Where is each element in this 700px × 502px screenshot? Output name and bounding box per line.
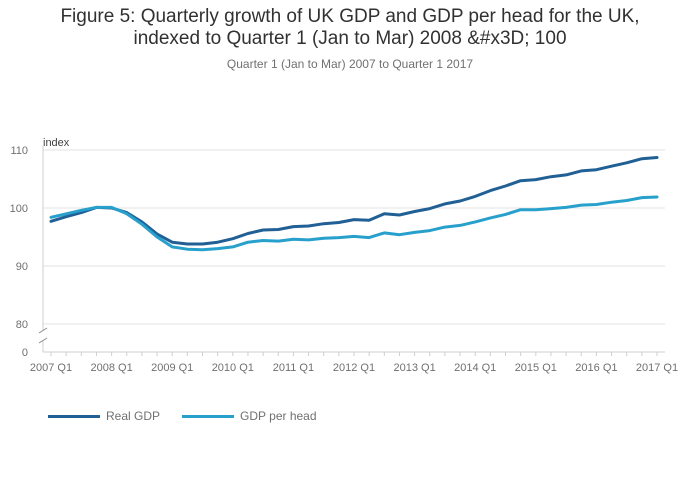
x-tick-label: 2017 Q1	[636, 362, 678, 374]
y-tick-label: 90	[16, 261, 28, 273]
legend-swatch-gdp-per-head	[182, 414, 235, 418]
x-tick-label: 2007 Q1	[30, 362, 72, 374]
x-tick-label: 2010 Q1	[212, 362, 254, 374]
x-tick-label: 2008 Q1	[90, 362, 132, 374]
chart-title: Figure 5: Quarterly growth of UK GDP and…	[0, 6, 700, 50]
series-line-real-gdp[interactable]	[49, 156, 659, 246]
gridlines	[43, 149, 665, 353]
x-tick-label: 2013 Q1	[393, 362, 435, 374]
y-tick-label: 100	[10, 203, 28, 215]
legend-item-gdp-per-head[interactable]: GDP per head	[182, 409, 317, 423]
legend-item-real-gdp[interactable]: Real GDP	[48, 409, 160, 423]
chart-subtitle: Quarter 1 (Jan to Mar) 2007 to Quarter 1…	[226, 57, 474, 71]
x-tick-label: 2011 Q1	[273, 362, 314, 374]
axis-break-mark-1	[38, 327, 48, 334]
axis-break-mark-2	[38, 337, 48, 344]
legend-label-real-gdp: Real GDP	[106, 409, 161, 423]
y-tick-label: 80	[16, 319, 28, 331]
chart-title-line-1: Figure 5: Quarterly growth of UK GDP and…	[60, 6, 640, 27]
series-line-gdp-per-head[interactable]	[49, 195, 659, 252]
legend: Real GDP GDP per head	[48, 409, 317, 423]
y-tick-label: 110	[10, 145, 28, 157]
y-tick-label-zero: 0	[22, 347, 28, 359]
series-lines	[49, 156, 659, 252]
x-tick-label: 2009 Q1	[151, 362, 193, 374]
x-tick-label: 2015 Q1	[515, 362, 557, 374]
legend-label-gdp-per-head: GDP per head	[240, 409, 317, 423]
x-tick-label: 2012 Q1	[333, 362, 375, 374]
chart-title-line-2: indexed to Quarter 1 (Jan to Mar) 2008 &…	[133, 28, 567, 49]
x-tick-label: 2014 Q1	[454, 362, 496, 374]
y-axis-label: index	[43, 137, 70, 149]
x-tick-label: 2016 Q1	[575, 362, 617, 374]
legend-swatch-real-gdp	[48, 414, 100, 418]
